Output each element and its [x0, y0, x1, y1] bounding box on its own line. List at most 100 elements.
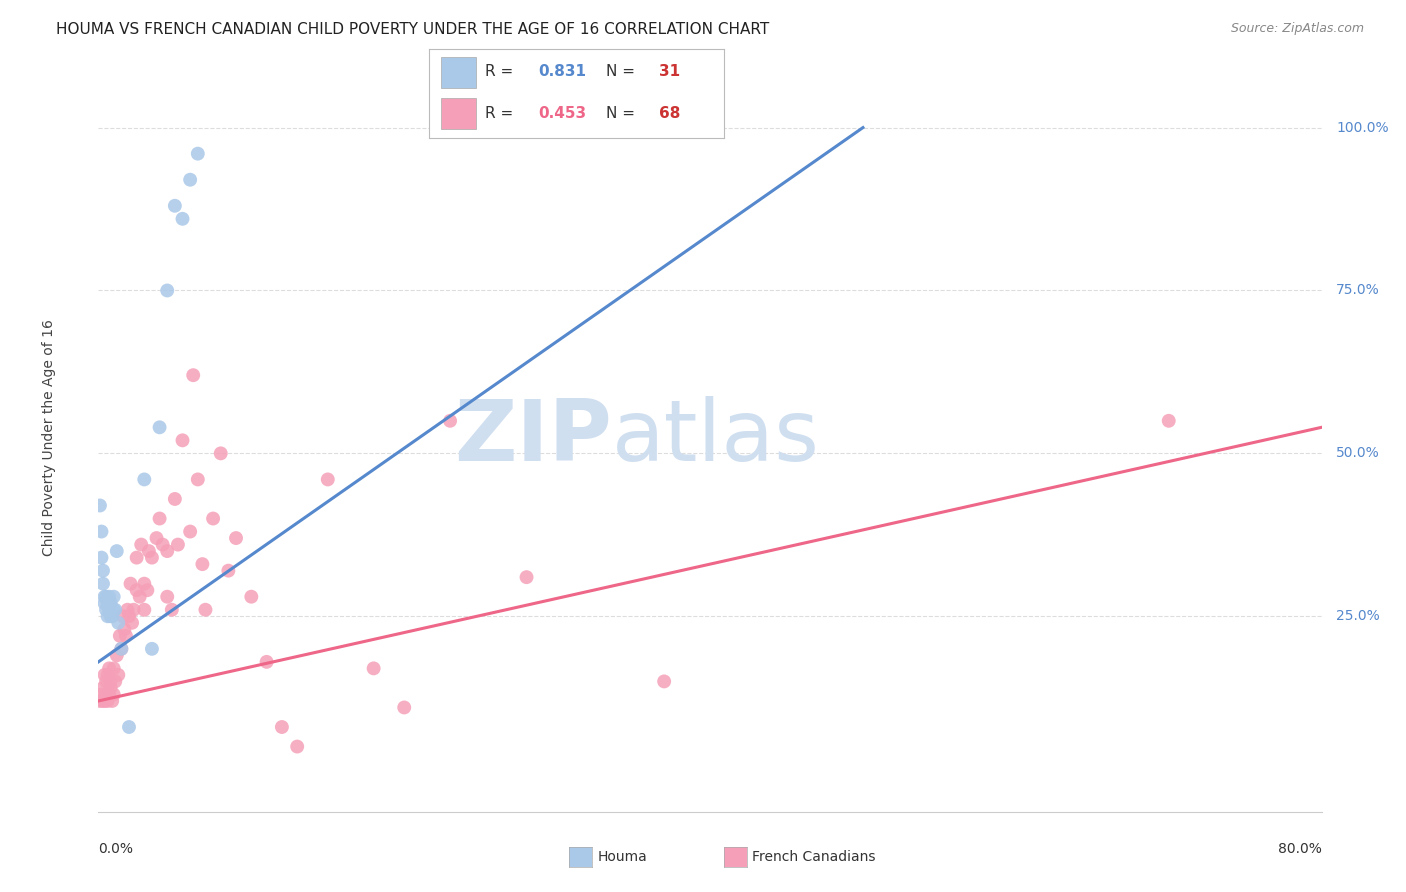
- Point: [94, 590, 117, 604]
- Point: [149, 511, 172, 525]
- Text: 25.0%: 25.0%: [1336, 609, 1381, 624]
- Point: [134, 576, 156, 591]
- Point: [89, 499, 111, 513]
- Point: [105, 648, 128, 663]
- Point: [179, 524, 201, 539]
- Point: [93, 668, 115, 682]
- Point: [108, 629, 131, 643]
- Point: [285, 739, 308, 754]
- Text: 31: 31: [659, 64, 681, 79]
- Point: [125, 550, 148, 565]
- Point: [363, 661, 385, 675]
- Point: [104, 603, 127, 617]
- Point: [100, 609, 122, 624]
- Point: [89, 694, 111, 708]
- Point: [94, 674, 117, 689]
- Point: [121, 615, 143, 630]
- Point: [316, 472, 339, 486]
- Text: 100.0%: 100.0%: [1336, 120, 1389, 135]
- Point: [110, 641, 132, 656]
- Point: [209, 446, 232, 460]
- Point: [120, 576, 142, 591]
- Point: [134, 472, 156, 486]
- Point: [179, 172, 201, 186]
- Text: Source: ZipAtlas.com: Source: ZipAtlas.com: [1230, 22, 1364, 36]
- Point: [160, 603, 183, 617]
- Point: [101, 694, 124, 708]
- Text: R =: R =: [485, 106, 517, 120]
- Point: [163, 199, 186, 213]
- Point: [91, 564, 114, 578]
- Point: [128, 590, 150, 604]
- Point: [97, 668, 120, 682]
- Point: [122, 603, 145, 617]
- Text: R =: R =: [485, 64, 517, 79]
- Point: [156, 590, 179, 604]
- Point: [103, 688, 125, 702]
- Point: [392, 700, 416, 714]
- Point: [191, 557, 214, 571]
- Text: 50.0%: 50.0%: [1336, 446, 1381, 460]
- Point: [240, 590, 263, 604]
- Text: N =: N =: [606, 106, 640, 120]
- Point: [98, 688, 121, 702]
- Point: [104, 674, 127, 689]
- Point: [202, 511, 225, 525]
- Point: [225, 531, 247, 545]
- FancyBboxPatch shape: [440, 98, 477, 129]
- Point: [97, 694, 120, 708]
- Point: [91, 576, 114, 591]
- Point: [138, 544, 160, 558]
- Point: [97, 609, 120, 624]
- Point: [103, 590, 125, 604]
- Text: atlas: atlas: [612, 395, 820, 479]
- Point: [110, 641, 132, 656]
- Point: [97, 596, 120, 610]
- Point: [111, 609, 134, 624]
- Point: [181, 368, 204, 383]
- Text: ZIP: ZIP: [454, 395, 612, 479]
- Point: [134, 603, 156, 617]
- Point: [125, 583, 148, 598]
- Point: [91, 681, 114, 695]
- Point: [136, 583, 159, 598]
- Text: Houma: Houma: [598, 850, 647, 864]
- Point: [156, 284, 179, 298]
- Point: [172, 211, 194, 226]
- FancyBboxPatch shape: [440, 57, 477, 88]
- Point: [90, 688, 112, 702]
- Point: [94, 603, 117, 617]
- Point: [187, 472, 209, 486]
- Text: 0.0%: 0.0%: [98, 842, 134, 855]
- Point: [105, 544, 128, 558]
- Point: [172, 434, 194, 448]
- Point: [217, 564, 239, 578]
- Point: [652, 674, 675, 689]
- Point: [167, 538, 190, 552]
- Point: [149, 420, 172, 434]
- Point: [145, 531, 167, 545]
- Point: [112, 622, 135, 636]
- Text: 68: 68: [659, 106, 681, 120]
- Point: [256, 655, 278, 669]
- Point: [93, 694, 115, 708]
- Point: [194, 603, 217, 617]
- Point: [93, 590, 115, 604]
- Text: N =: N =: [606, 64, 640, 79]
- Text: 80.0%: 80.0%: [1278, 842, 1322, 855]
- Point: [100, 681, 122, 695]
- Point: [107, 668, 129, 682]
- Point: [98, 590, 121, 604]
- Point: [129, 538, 152, 552]
- Point: [1157, 414, 1180, 428]
- Point: [141, 550, 163, 565]
- Point: [90, 550, 112, 565]
- Point: [187, 146, 209, 161]
- Point: [270, 720, 292, 734]
- Text: HOUMA VS FRENCH CANADIAN CHILD POVERTY UNDER THE AGE OF 16 CORRELATION CHART: HOUMA VS FRENCH CANADIAN CHILD POVERTY U…: [56, 22, 769, 37]
- Point: [118, 609, 141, 624]
- Point: [115, 629, 138, 643]
- Point: [100, 674, 122, 689]
- Point: [103, 661, 125, 675]
- Point: [117, 603, 139, 617]
